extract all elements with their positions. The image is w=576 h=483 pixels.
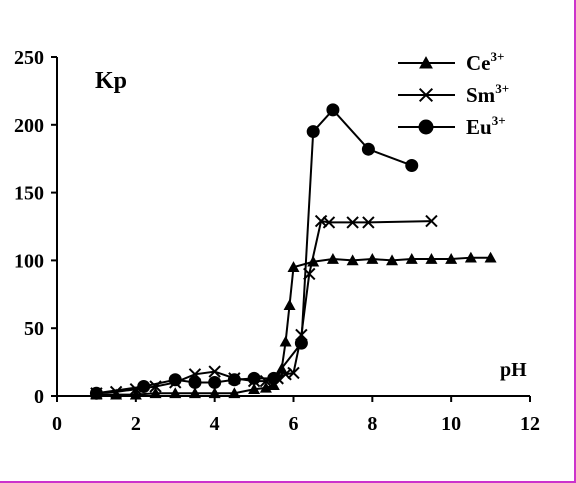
x-axis-label: pH: [500, 359, 527, 381]
ce-marker: [188, 387, 201, 399]
sm-marker-stroke: [279, 368, 292, 381]
x-tick-label: 8: [367, 413, 377, 435]
y-tick-label: 100: [14, 250, 44, 272]
legend-label-name: Eu: [466, 115, 492, 139]
sm-marker-stroke: [346, 216, 359, 229]
eu-marker: [361, 142, 375, 156]
eu-series: [89, 103, 419, 400]
eu-marker: [294, 336, 308, 350]
y-tick-label: 50: [24, 318, 44, 340]
y-axis-label: Kp: [95, 68, 127, 94]
ce-marker: [169, 387, 182, 399]
ce-marker: [346, 254, 359, 266]
ce-marker: [283, 299, 296, 310]
y-tick-label: 0: [34, 386, 44, 408]
x-tick-label: 0: [52, 413, 62, 435]
eu-marker: [418, 119, 434, 135]
y-tick-label: 250: [14, 47, 44, 69]
eu-marker: [168, 373, 182, 387]
eu-marker: [208, 375, 222, 389]
ce-marker: [228, 387, 241, 399]
axes: [51, 56, 531, 402]
sm-series: [90, 214, 438, 400]
ce-marker: [208, 387, 221, 399]
ce-marker: [366, 253, 379, 264]
sm-marker-stroke: [322, 216, 336, 229]
sm-marker: [109, 385, 123, 399]
ce-marker: [484, 251, 497, 263]
eu-marker: [227, 373, 241, 387]
sm-marker-stroke: [418, 87, 434, 103]
legend-label-charge: 3+: [495, 81, 509, 96]
ce-marker: [248, 383, 261, 395]
ce-marker: [464, 251, 477, 263]
eu-marker: [89, 386, 103, 400]
eu-marker: [267, 371, 281, 385]
ce-marker: [279, 335, 292, 347]
eu-marker: [306, 125, 320, 139]
sm-marker: [322, 216, 336, 229]
sm-marker-stroke: [425, 214, 438, 228]
ce-marker: [326, 253, 339, 264]
eu-marker: [188, 375, 202, 389]
series-group: [89, 103, 497, 400]
legend-item-ce: Ce3+: [398, 49, 504, 75]
legend-label: Ce3+: [466, 49, 504, 75]
legend-item-sm: Sm3+: [398, 81, 509, 107]
x-tick-label: 6: [289, 413, 299, 435]
legend-label-name: Sm: [466, 83, 496, 107]
legend-label: Eu3+: [466, 113, 506, 139]
ce-series: [90, 251, 497, 400]
x-tick-label: 4: [210, 413, 220, 435]
legend-label-name: Ce: [466, 51, 491, 75]
sm-marker: [418, 87, 434, 103]
ce-marker: [307, 255, 320, 267]
ce-marker: [287, 261, 300, 272]
ce-marker: [405, 253, 418, 264]
sm-marker: [346, 216, 359, 229]
y-tick-label: 150: [14, 183, 44, 205]
legend-label-charge: 3+: [492, 113, 506, 128]
ce-marker: [386, 254, 399, 266]
legend-label-charge: 3+: [491, 49, 505, 64]
sm-marker: [208, 365, 221, 378]
sm-marker-stroke: [287, 366, 300, 380]
ce-marker: [425, 253, 438, 264]
sm-marker: [425, 214, 438, 228]
sm-marker-stroke: [208, 365, 221, 378]
eu-marker: [247, 371, 261, 385]
eu-marker: [326, 103, 340, 117]
sm-series-line: [96, 219, 432, 395]
legend-item-eu: Eu3+: [398, 113, 506, 139]
sm-marker: [362, 216, 375, 229]
legend-label: Sm3+: [466, 81, 509, 107]
y-tick-label: 200: [14, 115, 44, 137]
ce-marker: [110, 388, 123, 400]
eu-marker: [405, 158, 419, 172]
tick-labels: 0 50 100 150 200 250 0 2 4 6 8 10 12: [14, 47, 540, 435]
ce-marker: [149, 387, 162, 399]
x-tick-label: 10: [441, 413, 461, 435]
ce-marker: [419, 56, 433, 69]
legend: Ce3+Sm3+Eu3+: [398, 49, 509, 139]
eu-marker: [137, 380, 151, 394]
ce-marker: [259, 381, 272, 393]
sm-marker-stroke: [109, 385, 123, 399]
ce-marker: [129, 388, 142, 400]
sm-marker: [287, 366, 300, 380]
x-tick-label: 12: [520, 413, 540, 435]
ce-marker: [445, 253, 458, 264]
sm-marker-stroke: [362, 216, 375, 229]
x-tick-label: 2: [131, 413, 141, 435]
